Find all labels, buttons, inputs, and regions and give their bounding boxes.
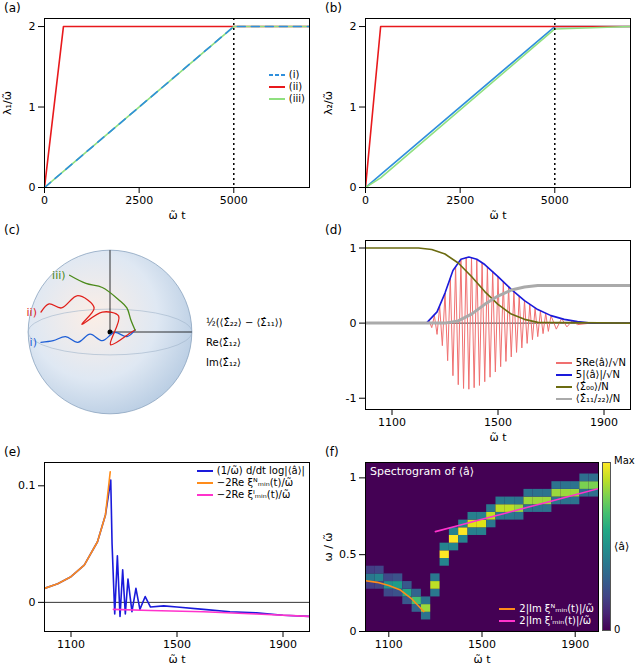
svg-text:0: 0 [29,181,36,194]
svg-text:2: 2 [350,20,357,33]
svg-text:1: 1 [350,471,357,484]
html-text:5|⟨â⟩|/√N: 5|⟨â⟩|/√N [575,369,621,380]
html-text:(i): (i) [288,69,300,80]
svg-text:1900: 1900 [561,638,589,651]
html-text:⟨Σ̂₁₁/₂₂⟩/N: ⟨Σ̂₁₁/₂₂⟩/N [575,393,621,404]
html-text:(f): (f) [325,445,339,459]
svg-text:1100: 1100 [375,638,403,651]
svg-text:1900: 1900 [269,638,297,651]
svg-text:5000: 5000 [220,194,248,207]
html-text:⟨â⟩: ⟨â⟩ [614,539,630,553]
html-text:2|Im ξᴵₘᵢₙ(t)|/ω̃: 2|Im ξᴵₘᵢₙ(t)|/ω̃ [519,615,592,626]
html-text:(d): (d) [325,223,342,237]
svg-text:0: 0 [350,317,357,330]
svg-text:-1: -1 [346,392,357,405]
svg-text:2: 2 [29,20,36,33]
html-text:−2Re ξᴵₘᵢₙ(t)/ω̃: −2Re ξᴵₘᵢₙ(t)/ω̃ [216,489,291,500]
svg-text:0: 0 [350,181,357,194]
svg-text:λ₁/ω̃: λ₁/ω̃ [1,91,14,115]
svg-text:ii): ii) [27,306,37,319]
html-text:(b): (b) [325,1,342,15]
html-text:Spectrogram of ⟨â⟩: Spectrogram of ⟨â⟩ [370,465,474,478]
svg-text:ω / ω̃: ω / ω̃ [322,532,335,561]
svg-text:1: 1 [350,242,357,255]
svg-text:λ₂/ω̃: λ₂/ω̃ [322,91,335,115]
svg-text:0: 0 [350,625,357,638]
html-text:Re⟨Σ̂₁₂⟩: Re⟨Σ̂₁₂⟩ [206,337,241,348]
html-text:⟨Σ̂₀₀⟩/N: ⟨Σ̂₀₀⟩/N [575,381,609,392]
svg-text:1100: 1100 [378,416,406,429]
html-text:½(⟨Σ̂₂₂⟩ − ⟨Σ̂₁₁⟩): ½(⟨Σ̂₂₂⟩ − ⟨Σ̂₁₁⟩) [206,317,283,328]
html-text:0: 0 [614,624,621,635]
html-text:(ii): (ii) [288,81,303,92]
svg-text:ω̃ t: ω̃ t [168,209,186,222]
svg-text:iii): iii) [52,269,65,282]
html-text:(iii): (iii) [288,93,305,104]
svg-text:0: 0 [29,596,36,609]
svg-text:0.1: 0.1 [18,479,36,492]
svg-text:1: 1 [350,101,357,114]
svg-text:2500: 2500 [446,194,474,207]
svg-text:0: 0 [362,194,369,207]
html-text:Max: Max [614,455,635,466]
svg-text:1900: 1900 [590,416,618,429]
svg-text:ω̃ t: ω̃ t [489,431,507,444]
html-text:Im⟨Σ̂₁₂⟩: Im⟨Σ̂₁₂⟩ [206,357,241,368]
svg-text:i): i) [30,336,37,349]
html-text:(a): (a) [4,1,21,15]
svg-text:1100: 1100 [57,638,85,651]
svg-text:1: 1 [29,101,36,114]
html-text:2|Im ξᴺₘᵢₙ(t)|/ω̃: 2|Im ξᴺₘᵢₙ(t)|/ω̃ [519,603,594,614]
html-text:−2Re ξᴺₘᵢₙ(t)/ω̃: −2Re ξᴺₘᵢₙ(t)/ω̃ [216,477,294,488]
svg-text:ω̃ t: ω̃ t [473,653,491,665]
svg-text:2500: 2500 [125,194,153,207]
html-text:(1/ω̃) d/dt log|⟨â⟩|: (1/ω̃) d/dt log|⟨â⟩| [216,465,305,476]
svg-text:1500: 1500 [468,638,496,651]
svg-text:0: 0 [41,194,48,207]
html-text:5Re⟨â⟩/√N: 5Re⟨â⟩/√N [575,357,626,368]
svg-text:ω̃ t: ω̃ t [168,653,186,665]
html-text:(c): (c) [4,223,20,237]
svg-text:5000: 5000 [541,194,569,207]
svg-text:1500: 1500 [163,638,191,651]
svg-text:ω̃ t: ω̃ t [489,209,507,222]
svg-text:0.5: 0.5 [339,548,357,561]
svg-text:1500: 1500 [484,416,512,429]
html-text:(e): (e) [4,445,21,459]
